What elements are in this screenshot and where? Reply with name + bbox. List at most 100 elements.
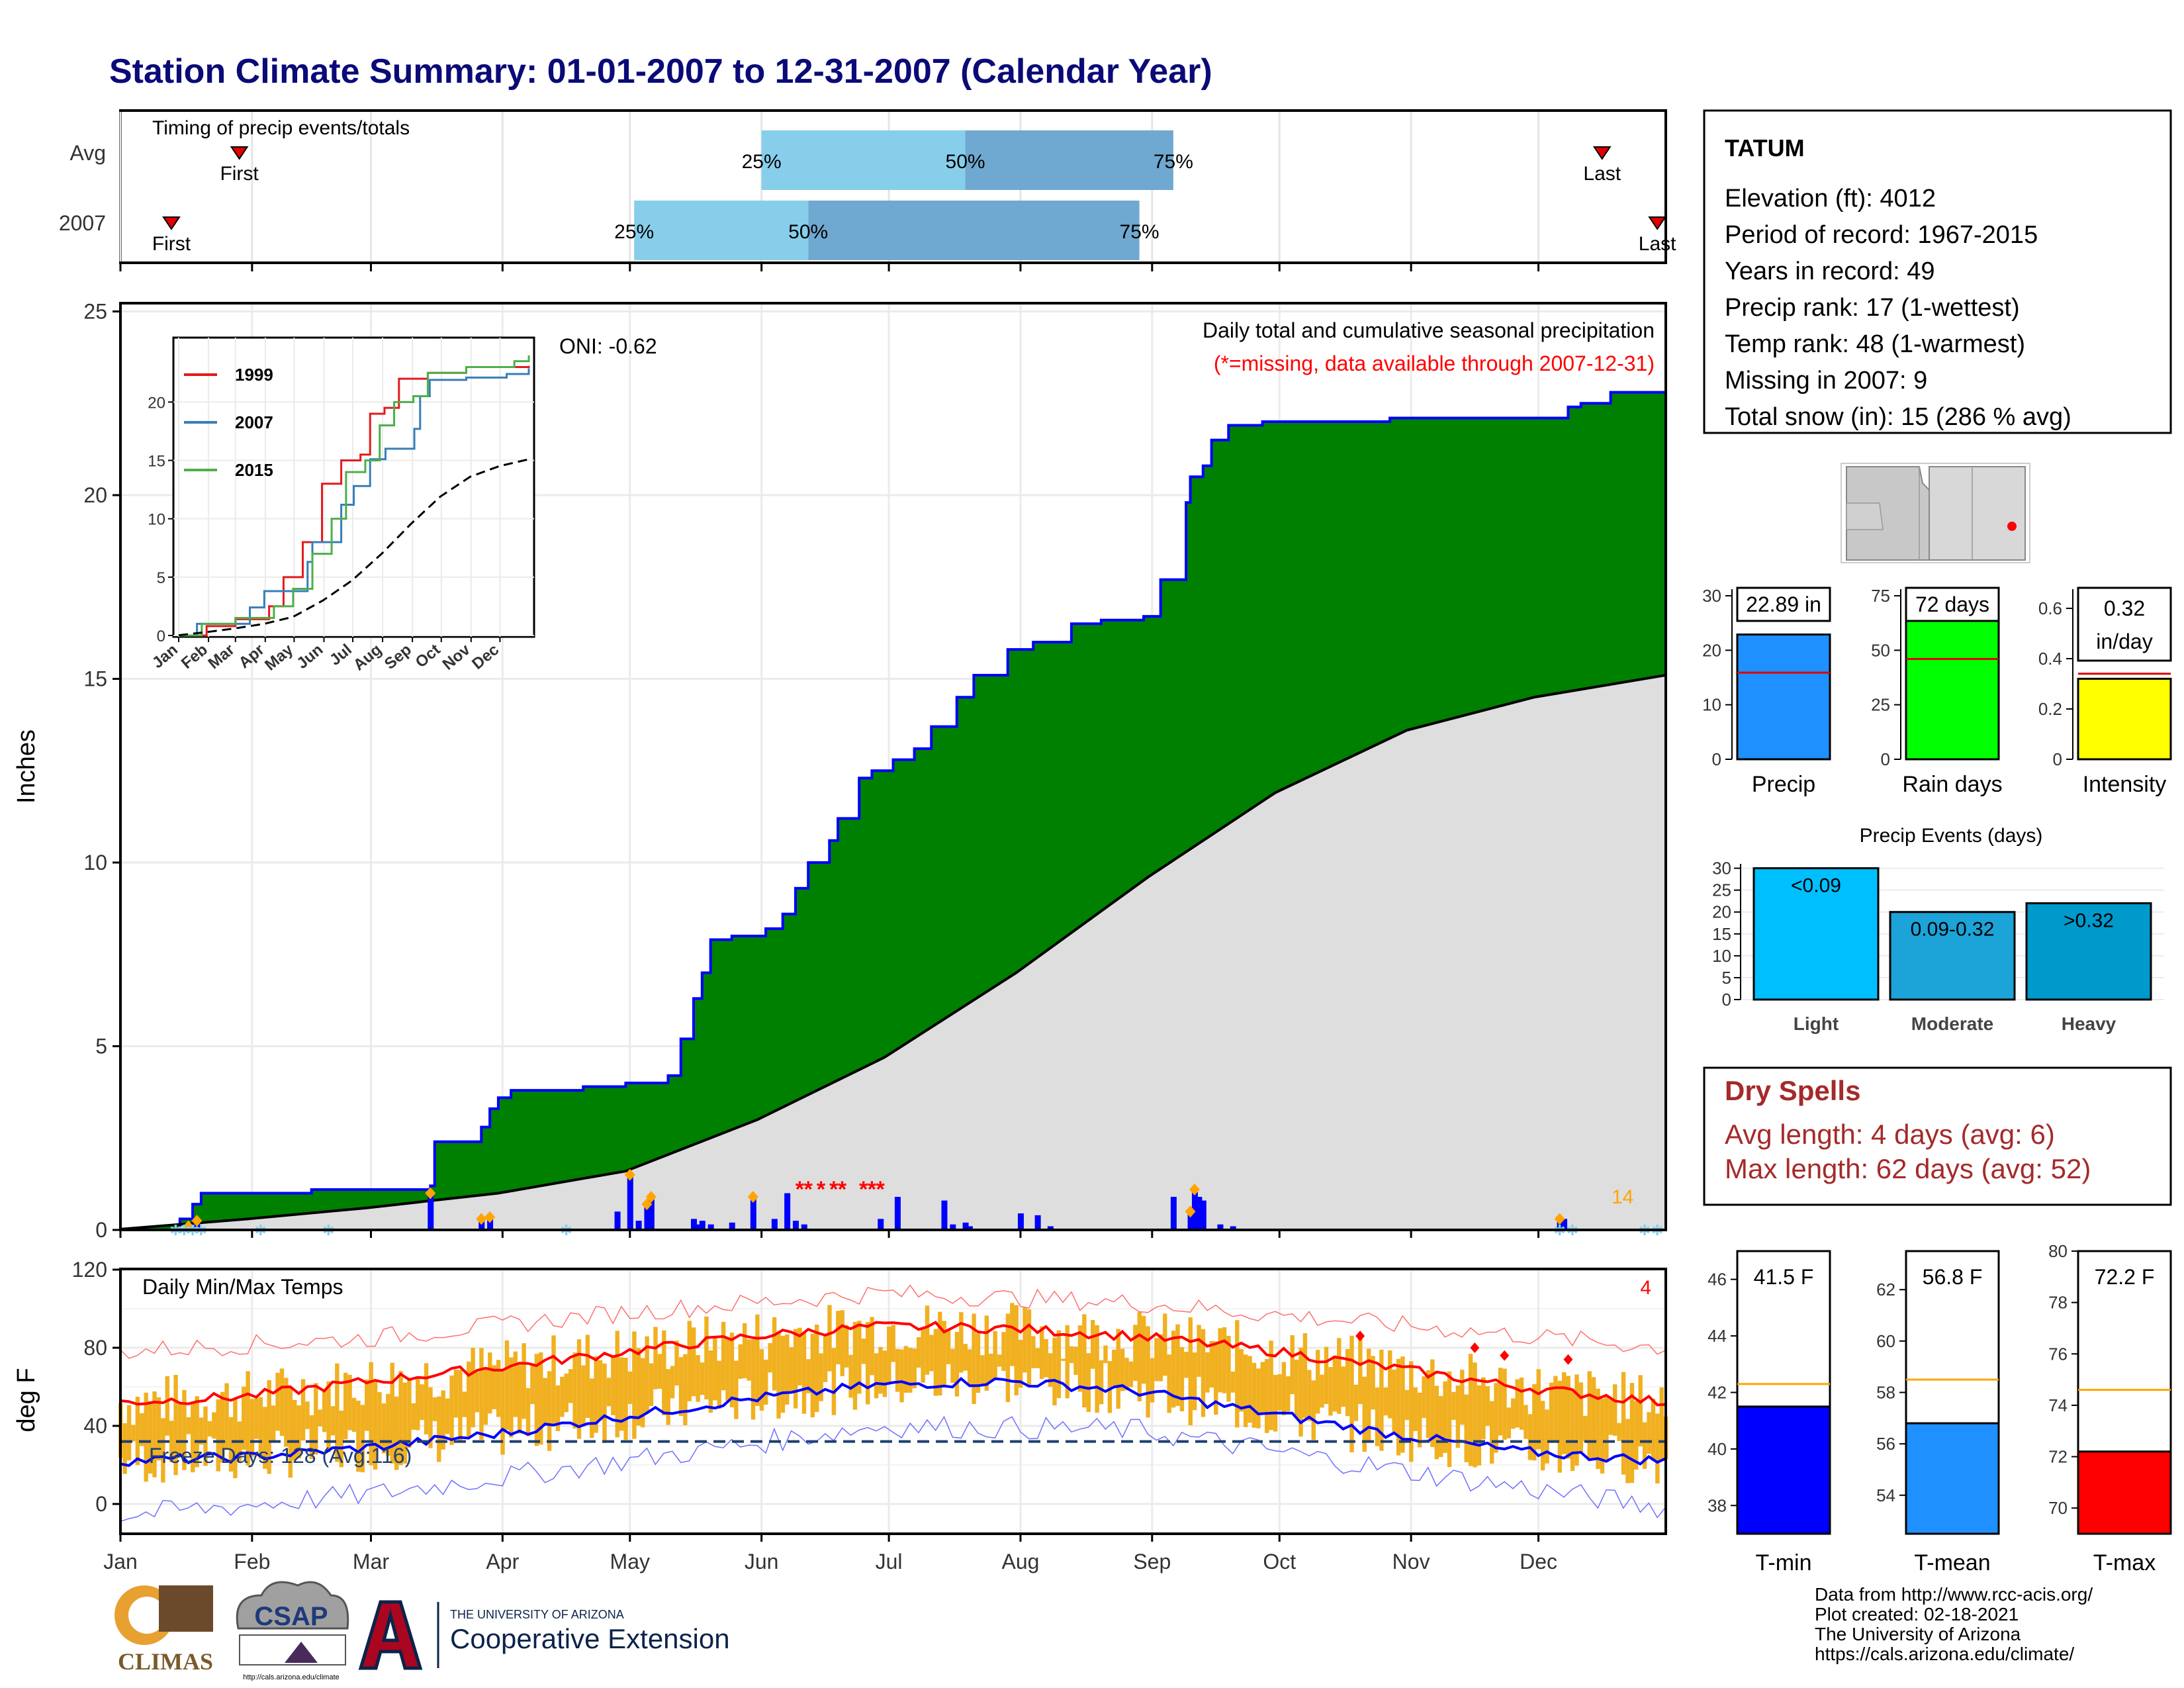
daily-temp-bar [475,1372,480,1413]
daily-precip-bar [941,1200,948,1230]
daily-temp-bar [335,1363,340,1462]
missing-marker: * [817,1177,826,1202]
daily-temp-bar [525,1388,531,1436]
daily-temp-bar [1163,1313,1167,1376]
daily-temp-bar [1578,1382,1584,1454]
daily-temp-bar [488,1352,492,1414]
csap-text: CSAP [254,1602,328,1631]
daily-temp-bar [887,1327,891,1383]
daily-temp-bar [572,1352,577,1429]
month-label: Aug [1001,1550,1039,1573]
event-marker [1185,1205,1196,1218]
temp-summary-bars: 38 40 42 44 46 41.5 F T-min 54 56 58 60 62 56.8 F T-m… [1707,1241,2172,1575]
daily-temp-bar [517,1364,522,1434]
daily-temp-bar [1273,1375,1278,1432]
daily-precip-bar [1217,1224,1224,1230]
daily-temp-bar [742,1323,747,1378]
daily-temp-bar [263,1407,267,1469]
station-info-line: Precip rank: 17 (1-wettest) [1725,294,2020,322]
daily-temp-bar [1498,1368,1503,1436]
inset-line-2015 [179,355,530,637]
daily-temp-bar [1018,1340,1023,1388]
daily-temp-bar [1005,1313,1011,1403]
daily-temp-bar [713,1337,717,1401]
daily-temp-bar [437,1396,441,1462]
daily-temp-bar [933,1329,938,1396]
daily-temp-bar [1634,1401,1639,1470]
missing-marker: * [868,1177,877,1202]
daily-temp-bar [284,1378,289,1447]
daily-temp-bar [199,1417,204,1445]
events-ytick-label: 5 [1722,968,1731,988]
daily-temp-bar [416,1378,420,1430]
daily-temp-bar [122,1423,127,1474]
daily-temp-bar [1587,1371,1592,1461]
daily-temp-bar [1112,1349,1116,1386]
daily-temp-bar [1120,1348,1125,1391]
daily-temp-bar [564,1373,569,1413]
daily-precip-bar [1230,1226,1236,1230]
summary-ytick-label: 0 [1712,749,1721,769]
timing-first-label: First [152,233,191,255]
daily-temp-bar [594,1356,598,1433]
daily-temp-bar [530,1364,535,1405]
daily-temp-bar [793,1329,798,1409]
daily-temp-bar [1451,1391,1456,1420]
summary-ytick-label: 0.6 [2038,598,2062,618]
daily-temp-bar [173,1374,178,1476]
precip-caption-2: (*=missing, data available through 2007-… [1214,352,1655,375]
daily-temp-bar [908,1348,913,1393]
temp-summary-category: T-max [2093,1550,2156,1575]
daily-temp-bar [916,1336,921,1368]
footer-line: Data from http://www.rcc-acis.org/ [1815,1584,2093,1605]
daily-temp-bar [1251,1362,1257,1428]
daily-precip-bar [878,1219,884,1230]
timing-bar-50-75 [808,201,1140,260]
daily-precip-bar [1200,1200,1206,1230]
record-high-marker [1470,1342,1480,1353]
daily-temp-bar [1566,1376,1570,1459]
precip-ytick-label: 20 [83,483,107,507]
daily-temp-bar [1116,1329,1120,1409]
daily-precip-bar [699,1221,705,1230]
temp-summary-ytick-label: 40 [1707,1439,1727,1459]
temp-summary-ytick-label: 80 [2048,1241,2068,1261]
daily-temp-bar [186,1417,191,1434]
daily-temp-bar [1107,1361,1113,1413]
daily-temp-bar [1128,1361,1134,1387]
summary-ytick-label: 50 [1871,640,1890,660]
daily-temp-bar [1655,1413,1660,1484]
daily-temp-bar [1404,1389,1410,1421]
observed-cumulative-area [120,389,1666,1230]
daily-precip-bar [729,1222,735,1230]
daily-temp-bar [1265,1359,1269,1433]
daily-temp-bar [989,1354,993,1382]
events-ytick-label: 10 [1712,946,1731,966]
daily-temp-bar [1332,1355,1338,1412]
daily-temp-bar [666,1369,670,1425]
daily-temp-bar [1468,1354,1473,1466]
daily-precip-bar [648,1197,655,1230]
daily-precip-bar [784,1193,791,1230]
daily-temp-bar [657,1354,662,1389]
daily-temp-bar [1188,1317,1193,1426]
daily-temp-bar [581,1365,586,1427]
daily-temp-bar [925,1305,930,1375]
ua-big-text: Cooperative Extension [450,1623,730,1654]
daily-temp-bar [938,1311,942,1396]
daily-precip-bar [950,1224,956,1230]
events-bar-label: 0.09-0.32 [1911,919,1995,941]
daily-temp-bar [1502,1368,1507,1440]
daily-temp-bar [445,1398,450,1434]
daily-temp-bar [1294,1359,1299,1418]
daily-temp-bar [954,1331,960,1397]
daily-precip-bar [1170,1197,1177,1230]
inset-line-2007 [179,368,530,637]
daily-precip-bar [750,1197,756,1230]
event-marker [484,1211,496,1223]
daily-temp-bar [1269,1340,1273,1430]
daily-temp-bar [789,1347,794,1393]
month-label: Feb [234,1550,270,1573]
daily-temp-bar [420,1384,424,1421]
daily-temp-bar [513,1351,518,1417]
